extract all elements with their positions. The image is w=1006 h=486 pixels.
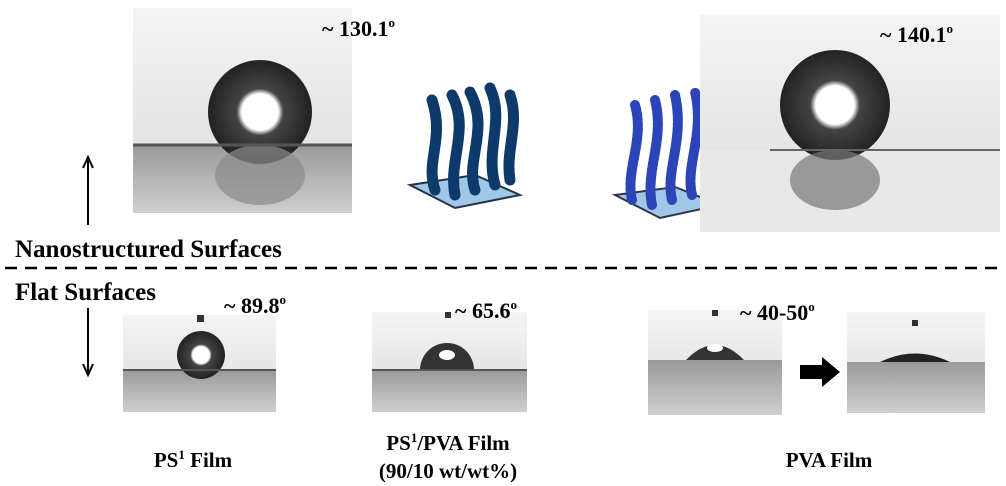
section-title: Nanostructured Surfaces: [15, 236, 282, 263]
angle-label: ~ 89.8o: [224, 292, 286, 318]
illustration-nanofibers: [410, 88, 520, 208]
angle-value: ~ 65.6: [455, 298, 510, 323]
label-base: PS: [386, 431, 411, 455]
photo-pva-flat-1: [648, 310, 782, 415]
angle-sup: o: [946, 21, 953, 36]
photo-ps-flat: [123, 315, 276, 412]
angle-value: ~ 89.8: [224, 293, 279, 318]
angle-label: ~ 40-50o: [740, 299, 815, 325]
arrow-up: [83, 157, 93, 225]
sample-label: PS1 Film: [154, 447, 233, 472]
photo-pva-nano: [700, 15, 1000, 232]
angle-value: ~ 130.1: [322, 16, 388, 41]
angle-sup: o: [510, 297, 517, 312]
angle-label: ~ 65.6o: [455, 297, 517, 323]
angle-value: ~ 40-50: [740, 300, 808, 325]
sample-label-line2: (90/10 wt/wt%): [379, 459, 517, 483]
sample-label: PS1/PVA Film: [386, 430, 510, 455]
angle-label: ~ 130.1o: [322, 15, 395, 41]
arrow-down: [83, 308, 93, 375]
photo-ps-nano: [133, 8, 352, 213]
angle-sup: o: [388, 15, 395, 30]
sample-label: PVA Film: [786, 448, 873, 472]
label-rest: Film: [185, 448, 233, 472]
label-base: PS: [154, 448, 179, 472]
photo-ps-pva-flat: [372, 312, 527, 412]
figure: ~ 130.1o ~ 140.1o Nanostructured Surface…: [0, 0, 1006, 486]
label-rest: /PVA Film: [416, 431, 510, 455]
section-title: Flat Surfaces: [15, 279, 156, 306]
angle-sup: o: [279, 292, 286, 307]
angle-label: ~ 140.1o: [880, 21, 953, 47]
photo-pva-flat-2: [847, 312, 985, 413]
arrow-right: [800, 357, 840, 387]
angle-sup: o: [808, 299, 815, 314]
angle-value: ~ 140.1: [880, 22, 946, 47]
